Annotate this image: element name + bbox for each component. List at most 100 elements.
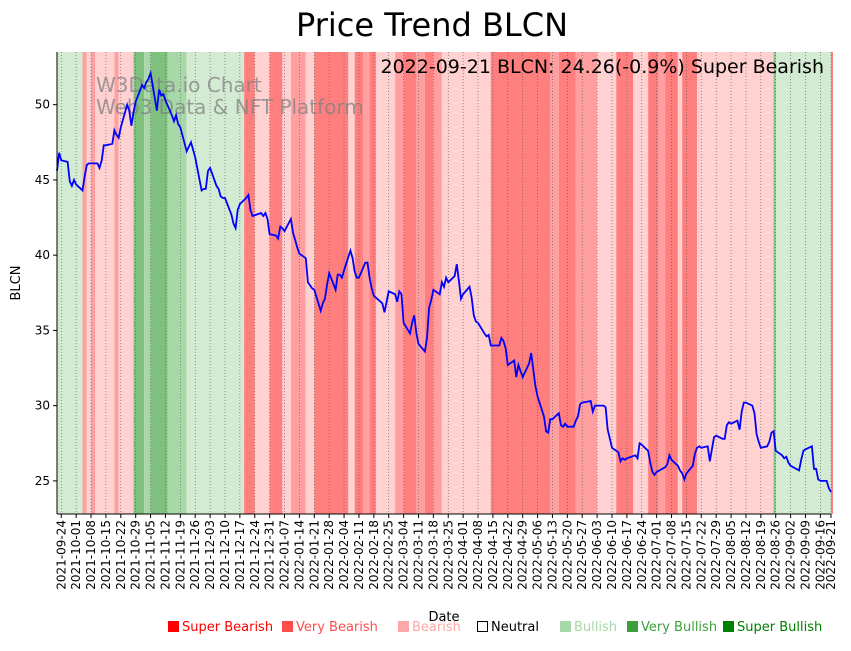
x-tick-label: 2022-09-16 (813, 520, 827, 590)
x-tick-label: 2021-11-12 (158, 520, 172, 590)
latest-annotation: 2022-09-21 BLCN: 24.26(-0.9%) Super Bear… (381, 56, 825, 78)
regime-legend: Super Bearish Very Bearish Bearish Neutral B… (160, 620, 850, 640)
legend-swatch (723, 621, 734, 632)
x-tick-label: 2021-11-26 (188, 520, 202, 590)
x-tick-label: 2022-03-18 (426, 520, 440, 590)
regime-band (831, 52, 833, 514)
y-tick-label: 40 (35, 248, 50, 262)
regime-band (82, 52, 87, 514)
regime-band (633, 52, 649, 514)
x-tick-label: 2022-06-24 (635, 520, 649, 590)
x-tick-label: 2021-12-10 (218, 520, 232, 590)
regime-band (433, 52, 442, 514)
regime-band (416, 52, 425, 514)
regime-band (290, 52, 306, 514)
x-axis-ticks: 2021-09-24 2021-10-01 2021-10-08 2021-10-15… (54, 514, 838, 590)
x-tick-label: 2022-06-03 (590, 520, 604, 590)
vertical-grid (60, 52, 832, 514)
legend-item: Neutral (477, 620, 539, 635)
x-tick-label: 2022-09-02 (784, 520, 798, 590)
regime-band (186, 52, 245, 514)
legend-swatch (627, 621, 638, 632)
x-tick-label: 2022-01-21 (307, 520, 321, 590)
y-axis-ticks: 25 30 35 40 45 50 (35, 98, 57, 488)
regime-band (95, 52, 115, 514)
legend-label: Bullish (574, 620, 618, 635)
legend-swatch (168, 621, 179, 632)
regime-band (441, 52, 491, 514)
x-tick-label: 2022-06-17 (620, 520, 634, 590)
regime-band (550, 52, 559, 514)
regime-band (254, 52, 270, 514)
legend-swatch (477, 621, 488, 632)
regime-band (575, 52, 598, 514)
x-tick-label: 2022-05-20 (560, 520, 574, 590)
x-tick-label: 2022-04-22 (501, 520, 515, 590)
regime-band (677, 52, 683, 514)
regime-band (269, 52, 283, 514)
y-axis-label: BLCN (9, 266, 24, 301)
x-tick-label: 2022-04-29 (516, 520, 530, 590)
x-tick-label: 2022-07-01 (650, 520, 664, 590)
legend-swatch (282, 621, 293, 632)
regime-band (775, 52, 831, 514)
legend-label: Super Bearish (182, 620, 274, 635)
regime-band (167, 52, 187, 514)
x-tick-label: 2021-12-31 (263, 520, 277, 590)
x-tick-label: 2022-09-21 (824, 520, 838, 590)
x-tick-label: 2021-11-05 (144, 520, 158, 590)
y-tick-label: 30 (35, 399, 50, 413)
regime-band (424, 52, 434, 514)
y-tick-label: 50 (35, 98, 50, 112)
regime-band (305, 52, 315, 514)
legend-item: Very Bullish (627, 620, 717, 635)
y-tick-label: 45 (35, 173, 50, 187)
legend-swatch (560, 621, 571, 632)
regime-band (86, 52, 92, 514)
regime-band (648, 52, 659, 514)
regime-band (244, 52, 255, 514)
x-tick-label: 2022-07-29 (709, 520, 723, 590)
x-tick-label: 2022-07-15 (679, 520, 693, 590)
x-tick-label: 2022-03-04 (397, 520, 411, 590)
legend-label: Very Bearish (296, 620, 378, 635)
y-tick-label: 35 (35, 323, 50, 337)
legend-item: Bearish (398, 620, 461, 635)
x-tick-label: 2022-01-14 (292, 520, 306, 590)
legend-label: Bearish (412, 620, 461, 635)
regime-band (282, 52, 291, 514)
regime-band (114, 52, 119, 514)
x-tick-label: 2022-03-25 (441, 520, 455, 590)
x-tick-label: 2022-02-18 (367, 520, 381, 590)
x-tick-label: 2021-09-24 (54, 520, 68, 590)
regime-band (118, 52, 134, 514)
legend-item: Super Bearish (168, 620, 273, 635)
legend-label: Super Bullish (737, 620, 823, 635)
x-tick-label: 2021-11-19 (173, 520, 187, 590)
x-tick-label: 2022-05-06 (531, 520, 545, 590)
regime-band (395, 52, 404, 514)
legend-item: Bullish (560, 620, 617, 635)
x-tick-label: 2022-03-11 (411, 520, 425, 590)
price-line (56, 69, 832, 493)
x-tick-label: 2022-01-07 (278, 520, 292, 590)
x-tick-label: 2021-12-03 (203, 520, 217, 590)
x-tick-label: 2022-05-27 (575, 520, 589, 590)
legend-label: Neutral (491, 620, 539, 635)
x-tick-label: 2022-08-12 (739, 520, 753, 590)
regime-band (363, 52, 370, 514)
x-tick-label: 2022-07-22 (694, 520, 708, 590)
legend-label: Very Bullish (641, 620, 718, 635)
regime-bands (57, 52, 833, 514)
x-tick-label: 2022-05-13 (545, 520, 559, 590)
x-tick-label: 2022-01-28 (322, 520, 336, 590)
regime-band (697, 52, 774, 514)
x-tick-label: 2022-07-08 (665, 520, 679, 590)
x-tick-label: 2021-10-29 (129, 520, 143, 590)
regime-band (403, 52, 417, 514)
regime-band (150, 52, 168, 514)
regime-band (375, 52, 396, 514)
chart-title: Price Trend BLCN (296, 6, 568, 44)
watermark-line-2: Web3 Data & NFT Platform (96, 95, 364, 119)
